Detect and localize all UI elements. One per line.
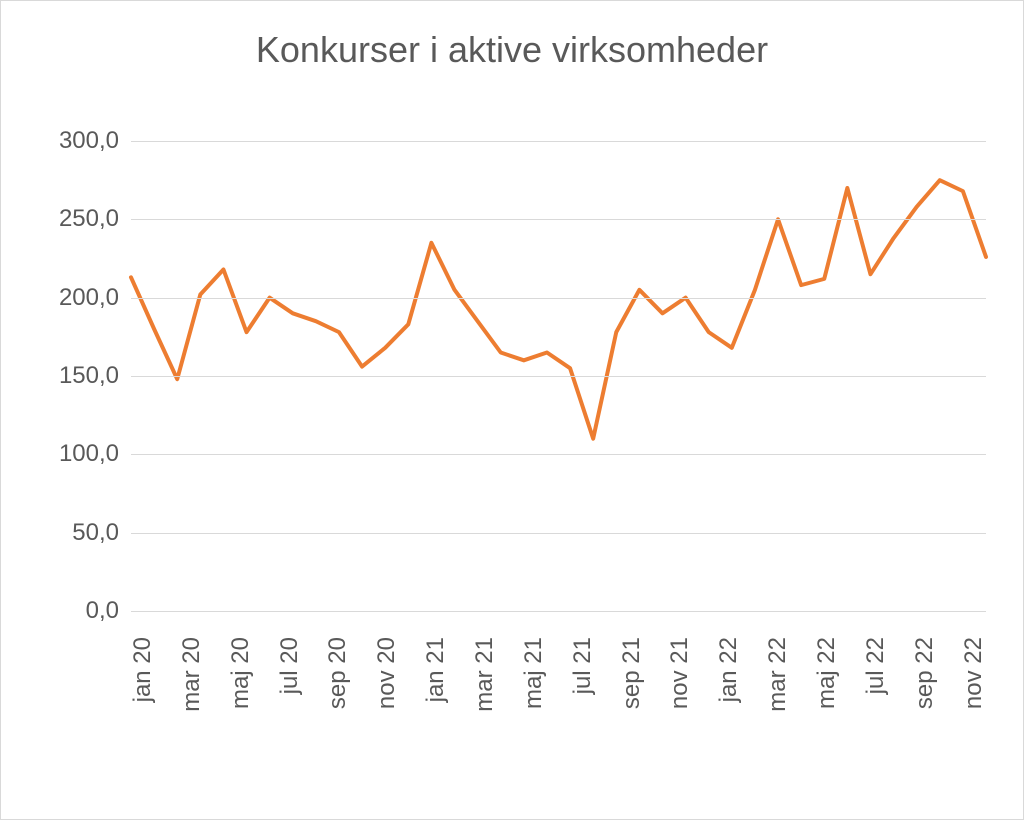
x-axis-label: jul 21	[569, 637, 597, 694]
x-axis-label: jan 22	[715, 637, 743, 702]
x-axis-label: jul 20	[276, 637, 304, 694]
y-axis-label: 200,0	[59, 284, 131, 312]
x-axis-label: nov 21	[666, 637, 694, 709]
x-axis-label: nov 22	[960, 637, 988, 709]
gridline	[131, 454, 986, 455]
x-axis-label: maj 21	[520, 637, 548, 709]
x-axis-label: mar 22	[764, 637, 792, 712]
x-axis-label: jan 21	[422, 637, 450, 702]
gridline	[131, 376, 986, 377]
gridline	[131, 533, 986, 534]
y-axis-label: 100,0	[59, 440, 131, 468]
y-axis-label: 150,0	[59, 362, 131, 390]
x-axis-label: maj 20	[227, 637, 255, 709]
gridline	[131, 219, 986, 220]
x-axis-label: sep 20	[324, 637, 352, 709]
gridline	[131, 141, 986, 142]
chart-title: Konkurser i aktive virksomheder	[1, 29, 1023, 71]
gridline	[131, 611, 986, 612]
gridline	[131, 298, 986, 299]
x-axis-label: sep 21	[618, 637, 646, 709]
y-axis-label: 0,0	[86, 597, 131, 625]
x-axis-label: mar 20	[178, 637, 206, 712]
y-axis-label: 50,0	[72, 519, 131, 547]
x-axis-label: sep 22	[911, 637, 939, 709]
x-axis-label: nov 20	[373, 637, 401, 709]
x-axis-label: jan 20	[129, 637, 157, 702]
chart-container: Konkurser i aktive virksomheder 0,050,01…	[0, 0, 1024, 820]
x-axis-label: mar 21	[471, 637, 499, 712]
plot-area: 0,050,0100,0150,0200,0250,0300,0jan 20ma…	[131, 141, 986, 611]
x-axis-label: jul 22	[862, 637, 890, 694]
x-axis-label: maj 22	[813, 637, 841, 709]
y-axis-label: 300,0	[59, 127, 131, 155]
y-axis-label: 250,0	[59, 205, 131, 233]
